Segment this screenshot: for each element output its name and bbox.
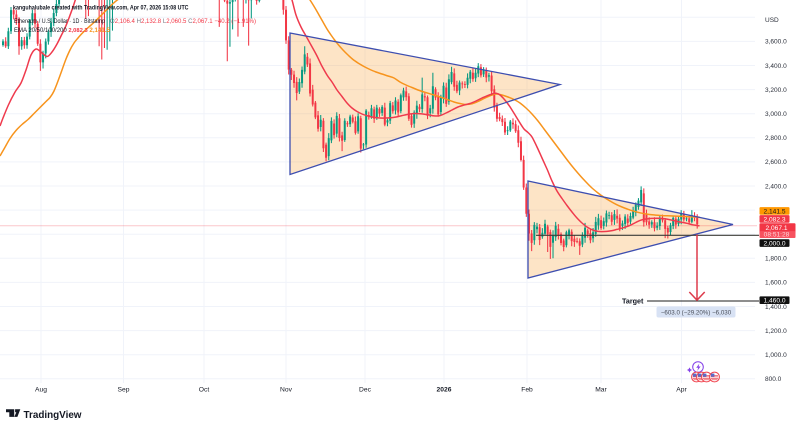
- svg-text:TradingView: TradingView: [24, 410, 82, 421]
- svg-text:Aug: Aug: [35, 387, 47, 394]
- svg-text:O2,106.4 H2,132.8 L2,060.5 C2,: O2,106.4 H2,132.8 L2,060.5 C2,067.1 −40.…: [110, 19, 256, 25]
- svg-text:3,600.0: 3,600.0: [765, 39, 787, 46]
- svg-text:Dec: Dec: [359, 387, 372, 394]
- svg-text:2,067.1: 2,067.1: [766, 225, 788, 232]
- svg-text:2,082.3: 2,082.3: [764, 216, 786, 223]
- svg-text:Sep: Sep: [118, 387, 130, 394]
- svg-text:1,600.0: 1,600.0: [765, 280, 787, 287]
- svg-text:Feb: Feb: [521, 387, 533, 394]
- svg-text:800.0: 800.0: [765, 376, 782, 383]
- svg-text:−603.0 (−29.20%) −6,030: −603.0 (−29.20%) −6,030: [661, 309, 732, 316]
- svg-text:2,141.5: 2,141.5: [764, 208, 786, 215]
- svg-text:1,000.0: 1,000.0: [765, 352, 787, 359]
- svg-text:Apr: Apr: [676, 387, 687, 394]
- svg-text:Nov: Nov: [280, 387, 293, 394]
- svg-text:2026: 2026: [437, 387, 452, 394]
- svg-text:1,460.0: 1,460.0: [764, 298, 786, 305]
- svg-text:1,400.0: 1,400.0: [765, 304, 787, 311]
- svg-text:Ethereum / U.S. Dollar · 1D ·: Ethereum / U.S. Dollar · 1D · Bitstamp: [14, 18, 105, 25]
- svg-text:08:51:28: 08:51:28: [764, 232, 790, 239]
- svg-text:Oct: Oct: [199, 387, 210, 394]
- svg-text:3,200.0: 3,200.0: [765, 87, 787, 94]
- svg-text:1,800.0: 1,800.0: [765, 256, 787, 263]
- svg-text:2,600.0: 2,600.0: [765, 159, 787, 166]
- svg-text:Mar: Mar: [595, 387, 607, 394]
- svg-text:kanguhalubale created with Tra: kanguhalubale created with TradingView.c…: [13, 6, 189, 12]
- svg-text:Target: Target: [622, 297, 644, 306]
- svg-text:USD: USD: [765, 17, 779, 24]
- svg-text:3,000.0: 3,000.0: [765, 111, 787, 118]
- svg-text:2,800.0: 2,800.0: [765, 135, 787, 142]
- svg-text:EMA 20/50/100/200 2,082.3 2,14: EMA 20/50/100/200 2,082.3 2,141.5: [14, 27, 111, 34]
- svg-text:2,000.0: 2,000.0: [764, 241, 786, 248]
- svg-text:2,400.0: 2,400.0: [765, 183, 787, 190]
- svg-text:3,400.0: 3,400.0: [765, 63, 787, 70]
- svg-text:1,200.0: 1,200.0: [765, 328, 787, 335]
